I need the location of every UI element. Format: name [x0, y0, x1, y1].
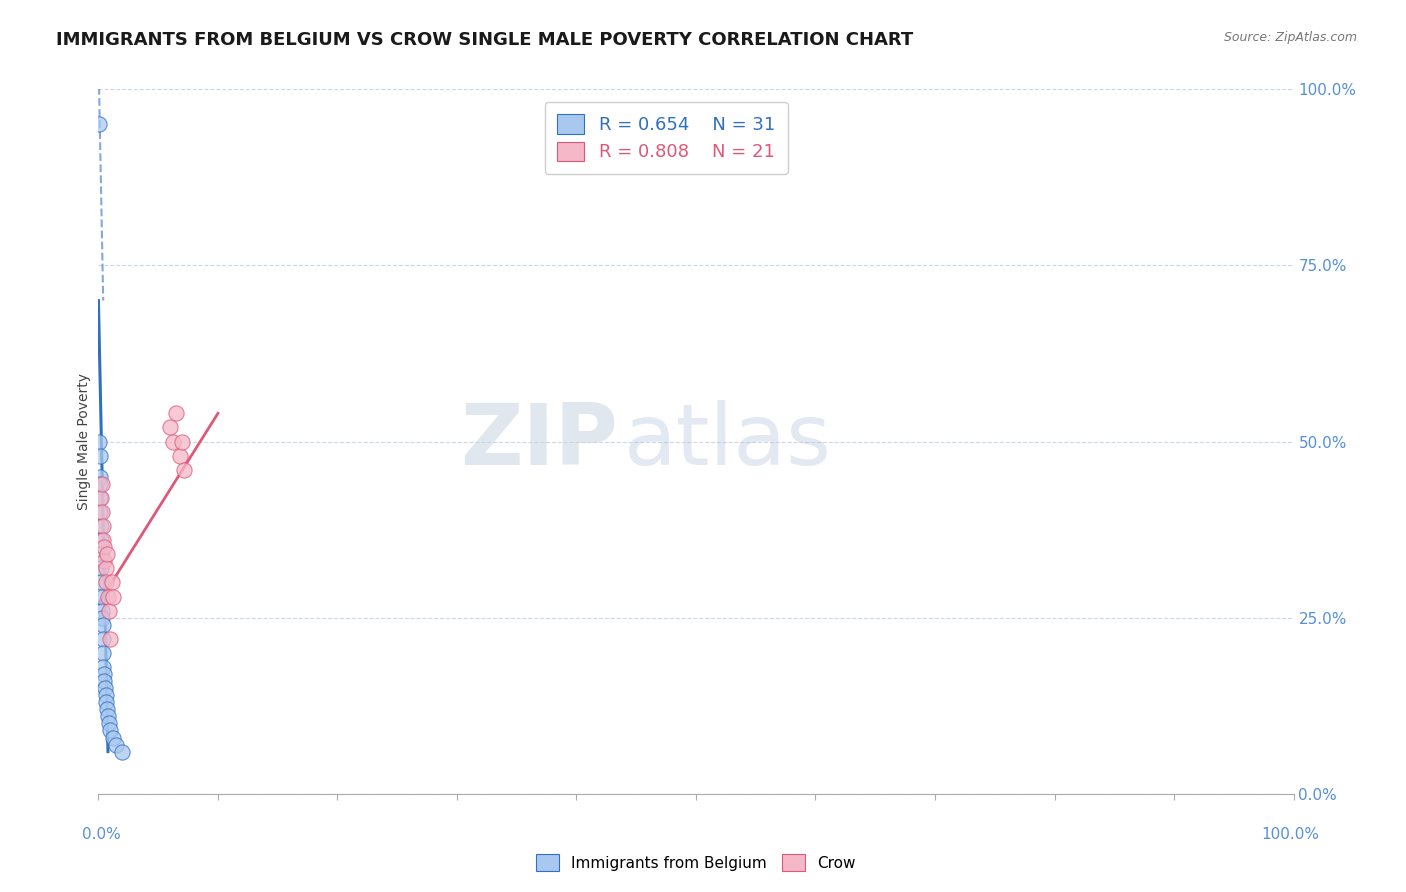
Point [90, 533, 112, 548]
Point [111, 745, 134, 759]
Point [91, 604, 114, 618]
Point [89, 469, 111, 483]
Point [94, 681, 117, 696]
Point [96, 547, 118, 561]
Point [91, 646, 114, 660]
Point [91, 632, 114, 646]
Y-axis label: Single Male Poverty: Single Male Poverty [77, 373, 91, 510]
Point [91, 533, 114, 548]
Point [165, 406, 187, 420]
Point [173, 463, 195, 477]
Point [90, 561, 112, 575]
Point [90, 547, 112, 561]
Point [98, 604, 121, 618]
Point [159, 420, 181, 434]
Point [94, 688, 117, 702]
Point [98, 632, 122, 646]
Point [90, 519, 112, 533]
Text: IMMIGRANTS FROM BELGIUM VS CROW SINGLE MALE POVERTY CORRELATION CHART: IMMIGRANTS FROM BELGIUM VS CROW SINGLE M… [56, 31, 914, 49]
Point [89, 505, 111, 519]
Legend: Immigrants from Belgium, Crow: Immigrants from Belgium, Crow [527, 845, 865, 880]
Text: ZIP: ZIP [461, 400, 619, 483]
Point [90, 575, 112, 590]
Point [93, 660, 115, 674]
Point [101, 590, 124, 604]
Text: 100.0%: 100.0% [1261, 827, 1320, 841]
Point [162, 434, 184, 449]
Point [96, 702, 118, 716]
Point [105, 738, 128, 752]
Point [93, 667, 115, 681]
Point [101, 731, 124, 745]
Text: 0.0%: 0.0% [82, 827, 121, 841]
Point [91, 476, 114, 491]
Text: atlas: atlas [624, 400, 832, 483]
Point [94, 575, 117, 590]
Point [97, 709, 120, 723]
Point [98, 716, 121, 731]
Point [87, 117, 110, 131]
Point [90, 491, 112, 505]
Point [91, 610, 114, 624]
Point [98, 723, 122, 738]
Point [91, 505, 114, 519]
Point [93, 674, 115, 689]
Point [89, 491, 111, 505]
Text: Source: ZipAtlas.com: Source: ZipAtlas.com [1223, 31, 1357, 45]
Point [89, 449, 111, 463]
Point [169, 449, 191, 463]
Point [91, 519, 114, 533]
Point [96, 695, 118, 709]
Point [93, 554, 115, 568]
Point [100, 575, 122, 590]
Legend: R = 0.654    N = 31, R = 0.808    N = 21: R = 0.654 N = 31, R = 0.808 N = 21 [544, 102, 787, 174]
Point [97, 590, 120, 604]
Point [89, 476, 111, 491]
Point [91, 617, 114, 632]
Point [172, 434, 194, 449]
Point [94, 561, 117, 575]
Point [93, 541, 115, 555]
Point [91, 590, 114, 604]
Point [89, 434, 111, 449]
